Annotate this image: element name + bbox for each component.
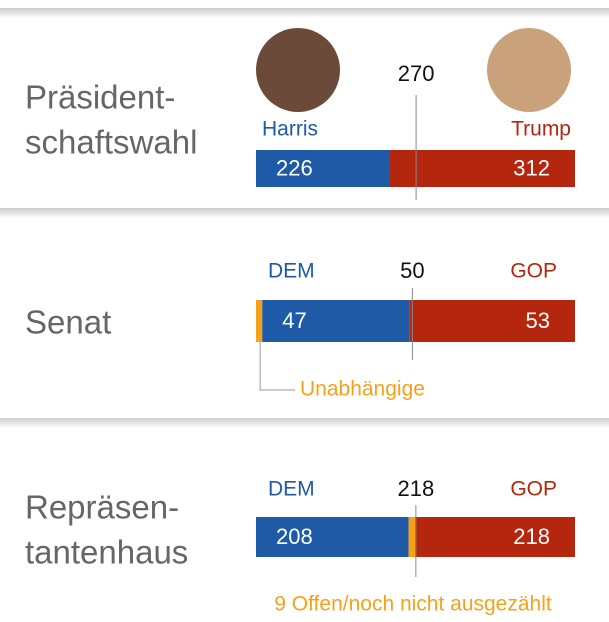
party-name: Trump bbox=[511, 118, 571, 141]
party-name: DEM bbox=[268, 260, 315, 283]
seat-count: 312 bbox=[513, 155, 550, 180]
panel-title: tantenhaus bbox=[25, 534, 188, 571]
party-name: GOP bbox=[510, 478, 557, 501]
other-label: 9 Offen/noch nicht ausgezählt bbox=[274, 593, 552, 616]
party-name: DEM bbox=[268, 478, 315, 501]
bar-segment bbox=[409, 517, 416, 557]
panel-title: Präsident- bbox=[25, 79, 175, 116]
bar-segment bbox=[409, 300, 575, 342]
seat-count: 226 bbox=[276, 155, 313, 180]
divider bbox=[0, 208, 609, 218]
panel-title: Senat bbox=[25, 304, 111, 341]
panel-title: Repräsen- bbox=[25, 489, 179, 526]
seat-count: 47 bbox=[282, 308, 306, 333]
seat-count: 218 bbox=[513, 524, 550, 549]
other-label: Unabhängige bbox=[300, 378, 425, 401]
candidate-photo bbox=[487, 28, 571, 112]
connector bbox=[260, 342, 295, 390]
majority-label: 50 bbox=[400, 258, 424, 283]
majority-label: 218 bbox=[398, 476, 435, 501]
candidate-photo bbox=[256, 28, 340, 112]
divider bbox=[0, 418, 609, 428]
party-name: GOP bbox=[510, 260, 557, 283]
seat-count: 208 bbox=[276, 524, 313, 549]
bar-segment bbox=[256, 300, 262, 342]
election-widget: Präsident-schaftswahl Harris 226 Trump 312 27… bbox=[0, 0, 609, 617]
divider bbox=[0, 8, 609, 18]
panel-title: schaftswahl bbox=[25, 124, 197, 161]
party-name: Harris bbox=[262, 118, 318, 141]
seat-count: 53 bbox=[526, 308, 550, 333]
bar-segment bbox=[415, 517, 575, 557]
majority-label: 270 bbox=[398, 61, 435, 86]
